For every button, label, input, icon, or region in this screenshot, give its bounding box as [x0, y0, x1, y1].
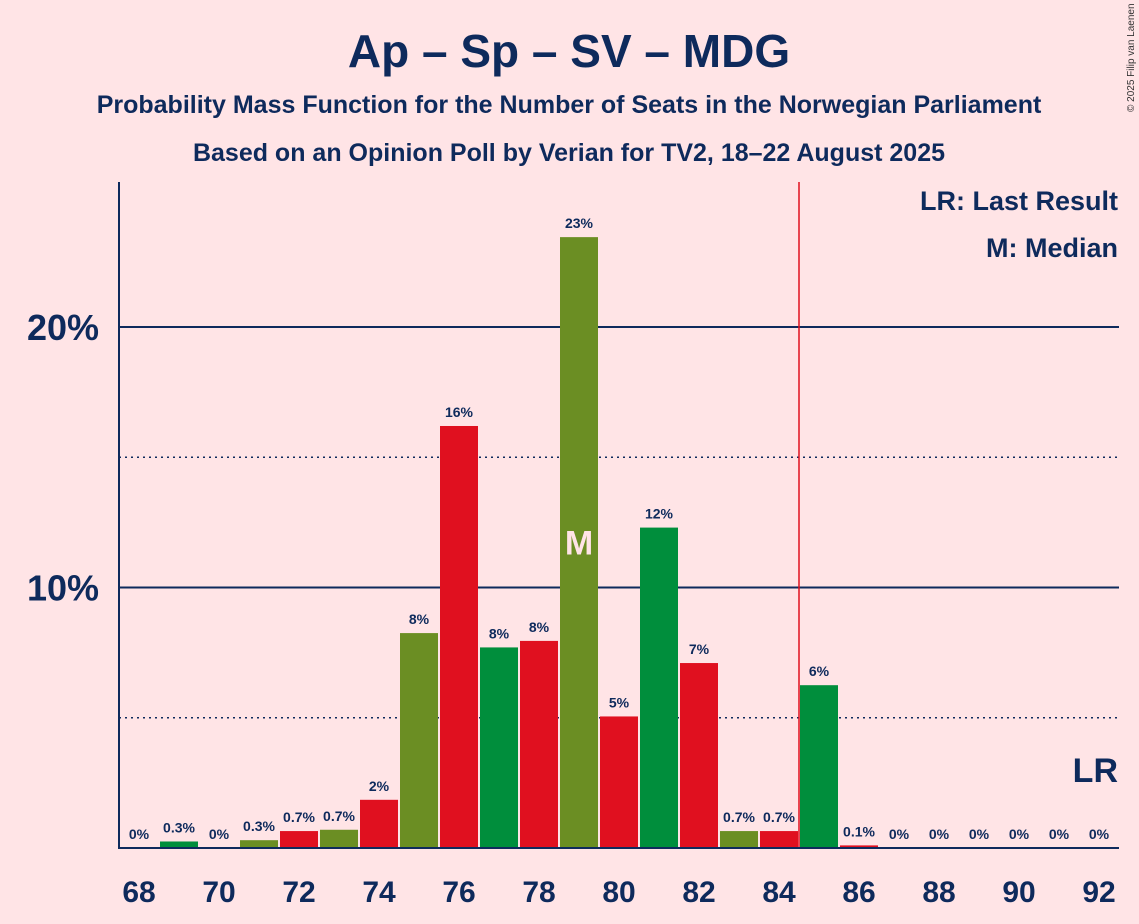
x-tick-label-82: 82	[682, 876, 715, 909]
x-tick-label-68: 68	[122, 876, 155, 909]
x-tick-label-80: 80	[602, 876, 635, 909]
data-label-seat-84: 0.7%	[763, 809, 795, 825]
x-tick-label-86: 86	[842, 876, 875, 909]
bar-seat-74	[360, 799, 398, 848]
x-tick-label-70: 70	[202, 876, 235, 909]
bar-seat-72	[280, 831, 318, 848]
copyright-note: © 2025 Filip van Laenen	[1126, 3, 1137, 112]
x-tick-label-88: 88	[922, 876, 955, 909]
bar-seat-71	[240, 840, 278, 848]
data-label-seat-77: 8%	[489, 625, 510, 641]
bars-group	[160, 182, 878, 848]
legend-last-result: LR: Last Result	[920, 186, 1118, 216]
data-label-seat-78: 8%	[529, 619, 550, 635]
data-label-seat-91: 0%	[1049, 826, 1070, 842]
data-label-seat-90: 0%	[1009, 826, 1030, 842]
chart-subtitle: Probability Mass Function for the Number…	[97, 91, 1042, 119]
bar-seat-78	[520, 640, 558, 848]
bar-seat-77	[480, 647, 518, 848]
chart-subtitle-poll: Based on an Opinion Poll by Verian for T…	[193, 139, 945, 167]
data-label-seat-88: 0%	[929, 826, 950, 842]
data-label-seat-79: 23%	[565, 215, 594, 231]
bar-seat-75	[400, 633, 438, 848]
bar-seat-79	[560, 237, 598, 848]
data-labels-group: 0% 0.3% 0% 0.3% 0.7% 0.7% 2% 8% 16% 8% 8% 23% 5% 12% 7…	[129, 215, 1118, 842]
bar-seat-83	[720, 831, 758, 848]
data-label-seat-87: 0%	[889, 826, 910, 842]
data-label-seat-89: 0%	[969, 826, 990, 842]
x-tick-label-84: 84	[762, 876, 796, 909]
bar-seat-81	[640, 527, 678, 848]
x-tick-label-90: 90	[1002, 876, 1035, 909]
x-tick-label-76: 76	[442, 876, 475, 909]
x-tick-label-92: 92	[1082, 876, 1115, 909]
y-tick-labels: 10% 20%	[27, 307, 99, 609]
legend-median: M: Median	[986, 233, 1118, 263]
bar-seat-86	[840, 845, 878, 848]
x-tick-label-74: 74	[362, 876, 396, 909]
bar-seat-76	[440, 425, 478, 848]
data-label-seat-85: 6%	[809, 663, 830, 679]
data-label-seat-82: 7%	[689, 641, 710, 657]
data-label-seat-73: 0.7%	[323, 808, 355, 824]
last-result-marker: LR	[1073, 752, 1118, 790]
chart-title: Ap – Sp – SV – MDG	[348, 25, 790, 77]
bar-seat-80	[600, 716, 638, 848]
y-tick-label-20: 20%	[27, 307, 99, 348]
bar-seat-85	[800, 685, 838, 848]
x-tick-label-78: 78	[522, 876, 555, 909]
data-label-seat-74: 2%	[369, 778, 390, 794]
bar-seat-73	[320, 829, 358, 848]
data-label-seat-76: 16%	[445, 404, 474, 420]
x-tick-label-72: 72	[282, 876, 315, 909]
bar-seat-69	[160, 841, 198, 848]
data-label-seat-71: 0.3%	[243, 818, 275, 834]
data-label-seat-70: 0%	[209, 826, 230, 842]
data-label-seat-68: 0%	[129, 826, 150, 842]
bar-seat-84	[760, 831, 798, 848]
data-label-seat-69: 0.3%	[163, 819, 195, 835]
gridlines	[119, 326, 1119, 719]
data-label-seat-86: 0.1%	[843, 823, 875, 839]
data-label-seat-81: 12%	[645, 506, 674, 522]
data-label-seat-75: 8%	[409, 611, 430, 627]
bar-seat-82	[680, 663, 718, 848]
median-marker: M	[565, 525, 593, 563]
data-label-seat-80: 5%	[609, 694, 630, 710]
data-label-seat-83: 0.7%	[723, 809, 755, 825]
y-tick-label-10: 10%	[27, 568, 99, 609]
x-tick-labels: 68 70 72 74 76 78 80 82 84 86 88 90 92	[122, 876, 1115, 909]
data-label-seat-92: 0%	[1089, 826, 1110, 842]
data-label-seat-72: 0.7%	[283, 809, 315, 825]
